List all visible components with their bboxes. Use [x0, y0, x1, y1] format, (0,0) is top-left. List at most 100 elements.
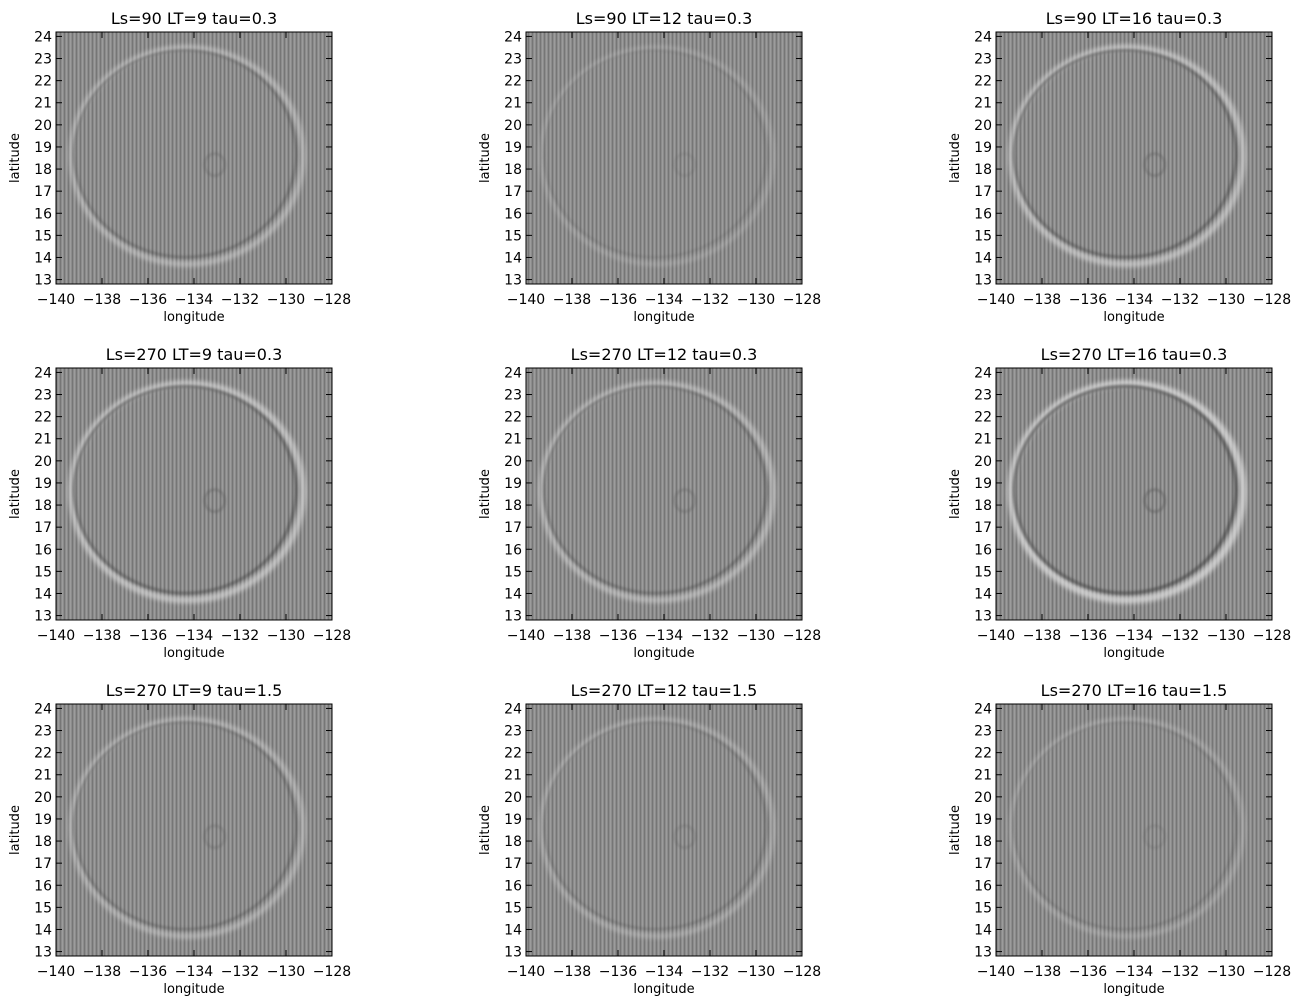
y-tick-label: 18	[34, 162, 52, 178]
y-tick-label: 15	[504, 900, 522, 916]
y-tick-label: 24	[504, 701, 522, 717]
rim-bright	[1008, 44, 1247, 268]
y-tick-label: 21	[504, 432, 522, 448]
y-tick-label: 13	[34, 273, 52, 289]
y-tick-label: 16	[974, 878, 992, 894]
x-tick-label: −138	[83, 964, 121, 980]
y-axis-label: latitude	[8, 469, 23, 519]
x-tick-label: −130	[737, 628, 775, 644]
y-tick-label: 23	[34, 52, 52, 68]
y-tick-label: 24	[34, 29, 52, 45]
caldera	[203, 488, 226, 513]
x-tick-label: −132	[1161, 292, 1199, 308]
caldera	[1143, 824, 1166, 849]
y-tick-label: 24	[504, 29, 522, 45]
heatmap-field	[56, 704, 332, 956]
y-tick-label: 17	[34, 520, 52, 536]
y-tick-label: 16	[34, 542, 52, 558]
y-tick-label: 23	[34, 724, 52, 740]
x-axis-label: longitude	[1103, 982, 1164, 997]
y-tick-label: 18	[34, 498, 52, 514]
y-tick-label: 21	[504, 768, 522, 784]
x-tick-label: −130	[1207, 628, 1245, 644]
x-tick-label: −128	[783, 628, 821, 644]
panel-title: Ls=270 LT=12 tau=0.3	[571, 345, 758, 364]
y-tick-label: 21	[974, 96, 992, 112]
y-tick-label: 14	[974, 586, 992, 602]
heatmap-field	[56, 368, 332, 620]
y-tick-label: 17	[504, 856, 522, 872]
y-tick-label: 14	[504, 250, 522, 266]
y-tick-label: 14	[34, 586, 52, 602]
panel-9: Ls=270 LT=16 tau=1.5 −140 −138 −136 −134 −132…	[948, 681, 1291, 997]
x-tick-label: −134	[175, 628, 214, 644]
y-tick-label: 14	[504, 922, 522, 938]
y-tick-label: 22	[974, 74, 992, 90]
y-tick-label: 21	[34, 768, 52, 784]
x-axis-label: longitude	[633, 310, 694, 325]
y-tick-label: 21	[974, 768, 992, 784]
y-tick-label: 22	[34, 74, 52, 90]
y-tick-label: 20	[34, 790, 52, 806]
panel-7: Ls=270 LT=9 tau=1.5−140 −138 −136 −134 −132−…	[8, 681, 351, 997]
x-tick-label: −140	[37, 292, 75, 308]
x-tick-label: −134	[645, 628, 684, 644]
y-tick-label: 21	[34, 432, 52, 448]
y-tick-label: 17	[504, 520, 522, 536]
x-tick-label: −138	[83, 292, 121, 308]
rim-bright	[539, 45, 775, 267]
x-tick-label: −138	[553, 628, 591, 644]
y-axis-label: latitude	[8, 805, 23, 855]
y-tick-label: 13	[974, 945, 992, 961]
y-tick-label: 19	[974, 476, 992, 492]
caldera	[673, 152, 696, 177]
y-tick-label: 18	[974, 498, 992, 514]
x-tick-label: −128	[783, 292, 821, 308]
y-tick-label: 22	[504, 410, 522, 426]
y-tick-label: 23	[504, 52, 522, 68]
y-tick-label: 23	[504, 724, 522, 740]
y-tick-label: 19	[504, 140, 522, 156]
x-tick-label: −132	[691, 292, 729, 308]
y-tick-label: 17	[974, 856, 992, 872]
x-tick-label: −128	[1253, 964, 1291, 980]
x-axis-label: longitude	[163, 646, 224, 661]
y-tick-label: 17	[34, 184, 52, 200]
caldera	[203, 152, 226, 177]
y-tick-label: 24	[974, 701, 992, 717]
panel-title: Ls=90 LT=16 tau=0.3	[1046, 9, 1223, 28]
y-tick-label: 14	[504, 586, 522, 602]
x-tick-label: −140	[37, 964, 75, 980]
x-tick-label: −140	[977, 964, 1015, 980]
y-tick-label: 18	[34, 834, 52, 850]
y-axis-label: latitude	[948, 469, 963, 519]
x-tick-label: −140	[977, 628, 1015, 644]
x-tick-label: −134	[1115, 628, 1154, 644]
x-tick-label: −128	[313, 628, 351, 644]
y-tick-label: 16	[974, 542, 992, 558]
y-tick-label: 14	[34, 922, 52, 938]
x-tick-label: −138	[83, 628, 121, 644]
y-tick-label: 18	[974, 834, 992, 850]
x-tick-label: −130	[267, 292, 305, 308]
y-tick-label: 22	[34, 746, 52, 762]
y-tick-label: 23	[504, 388, 522, 404]
y-tick-label: 15	[34, 900, 52, 916]
y-tick-label: 24	[34, 365, 52, 381]
panel-title: Ls=270 LT=12 tau=1.5	[571, 681, 758, 700]
x-tick-label: −136	[599, 964, 638, 980]
y-tick-label: 17	[974, 520, 992, 536]
panel-6: Ls=270 LT=16 tau=0.3 −140 −138 −136 −134 −132…	[948, 345, 1291, 661]
rim-bright	[68, 716, 306, 939]
x-tick-label: −140	[977, 292, 1015, 308]
y-tick-label: 13	[34, 609, 52, 625]
y-tick-label: 20	[504, 454, 522, 470]
y-tick-label: 15	[974, 228, 992, 244]
y-tick-label: 17	[974, 184, 992, 200]
heatmap-field	[526, 368, 802, 620]
x-tick-label: −132	[221, 292, 259, 308]
panel-title: Ls=270 LT=16 tau=1.5	[1041, 681, 1228, 700]
x-axis-label: longitude	[633, 982, 694, 997]
y-tick-label: 16	[504, 542, 522, 558]
